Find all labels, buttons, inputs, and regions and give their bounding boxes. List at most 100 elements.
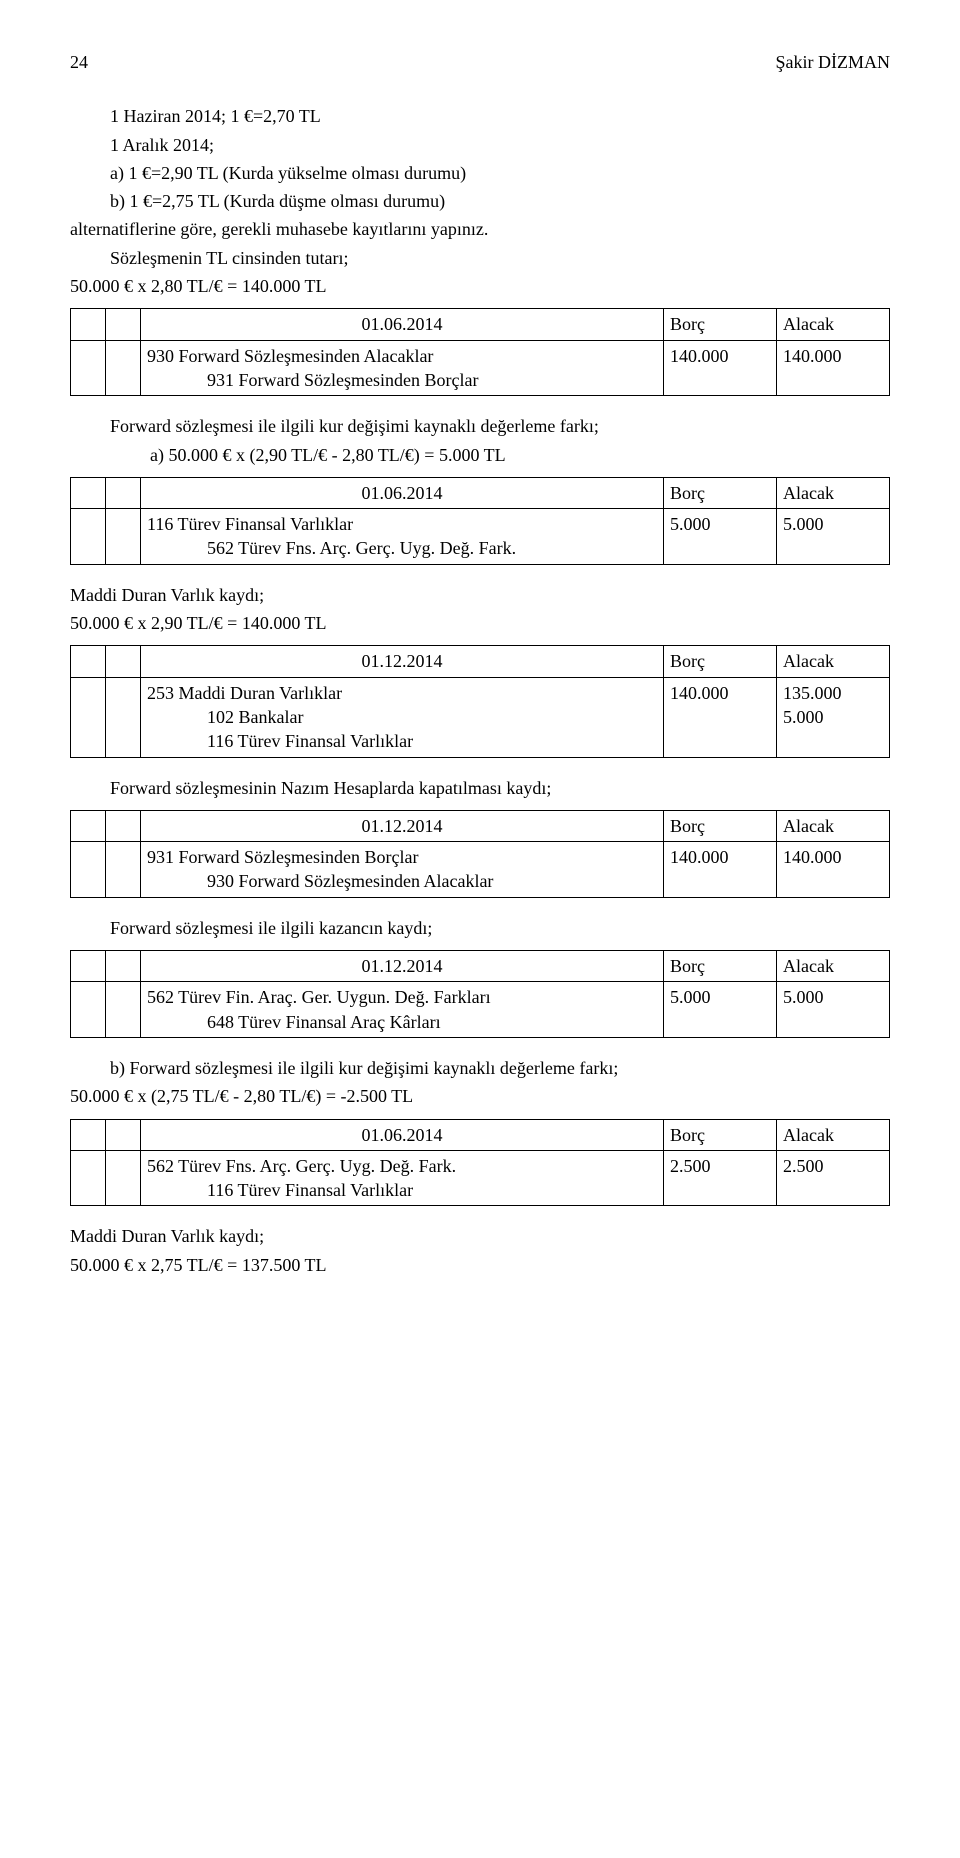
stub-cell (71, 309, 106, 340)
entry-desc: 562 Türev Fin. Araç. Ger. Uygun. Değ. Fa… (141, 982, 664, 1038)
date-cell: 01.06.2014 (141, 309, 664, 340)
entry-alacak: 2.500 (777, 1150, 890, 1206)
amount: 140.000 (783, 344, 883, 368)
date-cell: 01.12.2014 (141, 951, 664, 982)
entry-line: 116 Türev Finansal Varlıklar (147, 729, 657, 753)
col-borc: Borç (664, 951, 777, 982)
stub-cell (106, 677, 141, 757)
ledger-table-5: 01.12.2014 Borç Alacak 562 Türev Fin. Ar… (70, 950, 890, 1038)
stub-cell (106, 810, 141, 841)
entry-line: 930 Forward Sözleşmesinden Alacaklar (147, 344, 657, 368)
note-line: Forward sözleşmesinin Nazım Hesaplarda k… (70, 776, 890, 800)
entry-line: 931 Forward Sözleşmesinden Borçlar (147, 845, 657, 869)
author-name: Şakir DİZMAN (776, 50, 891, 74)
stub-cell (71, 509, 106, 565)
amount: 2.500 (783, 1154, 883, 1178)
stub-cell (71, 677, 106, 757)
note-line: Maddi Duran Varlık kaydı; (70, 583, 890, 607)
note-line: 50.000 € x (2,75 TL/€ - 2,80 TL/€) = -2.… (70, 1084, 890, 1108)
entry-desc: 253 Maddi Duran Varlıklar 102 Bankalar 1… (141, 677, 664, 757)
note-line: a) 50.000 € x (2,90 TL/€ - 2,80 TL/€) = … (150, 443, 890, 467)
entry-borc: 5.000 (664, 509, 777, 565)
col-alacak: Alacak (777, 646, 890, 677)
note-line: Maddi Duran Varlık kaydı; (70, 1224, 890, 1248)
stub-cell (71, 810, 106, 841)
amount: 5.000 (783, 985, 883, 1009)
entry-line: 562 Türev Fns. Arç. Gerç. Uyg. Değ. Fark… (147, 536, 657, 560)
entry-borc: 5.000 (664, 982, 777, 1038)
intro-line: 1 Aralık 2014; (70, 133, 890, 157)
col-alacak: Alacak (777, 951, 890, 982)
stub-cell (71, 1119, 106, 1150)
entry-desc: 931 Forward Sözleşmesinden Borçlar 930 F… (141, 842, 664, 898)
col-borc: Borç (664, 646, 777, 677)
stub-cell (106, 1150, 141, 1206)
entry-desc: 116 Türev Finansal Varlıklar 562 Türev F… (141, 509, 664, 565)
entry-borc: 140.000 (664, 340, 777, 396)
intro-line: b) 1 €=2,75 TL (Kurda düşme olması durum… (70, 189, 890, 213)
entry-line: 562 Türev Fns. Arç. Gerç. Uyg. Değ. Fark… (147, 1154, 657, 1178)
stub-cell (106, 951, 141, 982)
entry-line: 648 Türev Finansal Araç Kârları (147, 1010, 657, 1034)
intro-line: a) 1 €=2,90 TL (Kurda yükselme olması du… (70, 161, 890, 185)
stub-cell (106, 1119, 141, 1150)
ledger-table-2: 01.06.2014 Borç Alacak 116 Türev Finansa… (70, 477, 890, 565)
page-number: 24 (70, 50, 88, 74)
note-line: Forward sözleşmesi ile ilgili kazancın k… (70, 916, 890, 940)
amount: 140.000 (670, 681, 770, 705)
date-cell: 01.06.2014 (141, 477, 664, 508)
intro-line: 1 Haziran 2014; 1 €=2,70 TL (70, 104, 890, 128)
stub-cell (71, 951, 106, 982)
entry-alacak: 140.000 (777, 340, 890, 396)
intro-line: Sözleşmenin TL cinsinden tutarı; (70, 246, 890, 270)
ledger-table-3: 01.12.2014 Borç Alacak 253 Maddi Duran V… (70, 645, 890, 757)
stub-cell (106, 982, 141, 1038)
amount: 5.000 (783, 512, 883, 536)
page-header: 24 Şakir DİZMAN (70, 50, 890, 74)
date-cell: 01.12.2014 (141, 646, 664, 677)
stub-cell (106, 340, 141, 396)
entry-alacak: 5.000 (777, 982, 890, 1038)
entry-borc: 140.000 (664, 677, 777, 757)
entry-line: 253 Maddi Duran Varlıklar (147, 681, 657, 705)
entry-alacak: 135.000 5.000 (777, 677, 890, 757)
intro-block: 1 Haziran 2014; 1 €=2,70 TL 1 Aralık 201… (70, 104, 890, 298)
amount: 5.000 (670, 512, 770, 536)
date-cell: 01.06.2014 (141, 1119, 664, 1150)
stub-cell (106, 646, 141, 677)
entry-line: 931 Forward Sözleşmesinden Borçlar (147, 368, 657, 392)
intro-line: 50.000 € x 2,80 TL/€ = 140.000 TL (70, 274, 890, 298)
entry-desc: 930 Forward Sözleşmesinden Alacaklar 931… (141, 340, 664, 396)
amount: 140.000 (783, 845, 883, 869)
stub-cell (71, 982, 106, 1038)
entry-borc: 140.000 (664, 842, 777, 898)
col-alacak: Alacak (777, 810, 890, 841)
note-line: 50.000 € x 2,90 TL/€ = 140.000 TL (70, 611, 890, 635)
amount: 5.000 (670, 985, 770, 1009)
amount: 135.000 (783, 681, 883, 705)
note-line: 50.000 € x 2,75 TL/€ = 137.500 TL (70, 1253, 890, 1277)
amount: 140.000 (670, 845, 770, 869)
col-borc: Borç (664, 477, 777, 508)
amount: 140.000 (670, 344, 770, 368)
entry-line: 116 Türev Finansal Varlıklar (147, 1178, 657, 1202)
col-alacak: Alacak (777, 477, 890, 508)
stub-cell (71, 477, 106, 508)
ledger-table-6: 01.06.2014 Borç Alacak 562 Türev Fns. Ar… (70, 1119, 890, 1207)
entry-line: 116 Türev Finansal Varlıklar (147, 512, 657, 536)
entry-borc: 2.500 (664, 1150, 777, 1206)
ledger-table-1: 01.06.2014 Borç Alacak 930 Forward Sözle… (70, 308, 890, 396)
stub-cell (106, 509, 141, 565)
intro-line: alternatiflerine göre, gerekli muhasebe … (70, 217, 890, 241)
ledger-table-4: 01.12.2014 Borç Alacak 931 Forward Sözle… (70, 810, 890, 898)
stub-cell (71, 842, 106, 898)
col-borc: Borç (664, 810, 777, 841)
stub-cell (106, 477, 141, 508)
col-borc: Borç (664, 309, 777, 340)
entry-line: 930 Forward Sözleşmesinden Alacaklar (147, 869, 657, 893)
entry-line: 562 Türev Fin. Araç. Ger. Uygun. Değ. Fa… (147, 985, 657, 1009)
entry-alacak: 140.000 (777, 842, 890, 898)
entry-alacak: 5.000 (777, 509, 890, 565)
entry-desc: 562 Türev Fns. Arç. Gerç. Uyg. Değ. Fark… (141, 1150, 664, 1206)
stub-cell (71, 340, 106, 396)
